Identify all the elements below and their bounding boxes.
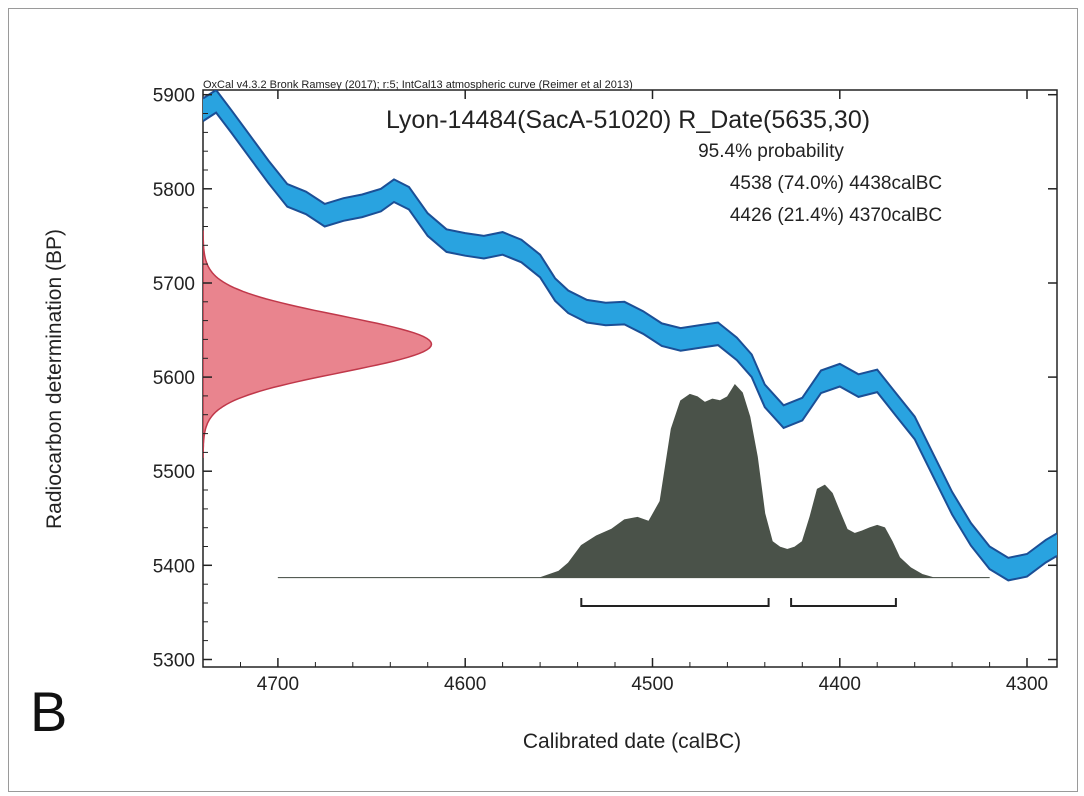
x-axis-label: Calibrated date (calBC) [523,730,741,753]
y-tick-label-5900: 5900 [153,86,195,107]
axes: 4700 4600 4500 4400 4300 5300 5400 5500 5600 5700… [153,86,1057,695]
range-text-1: 4538 (74.0%) 4438calBC [730,173,942,194]
calibration-curve-lower-edge [203,111,1057,582]
x-tick-label-4400: 4400 [819,674,861,695]
x-tick-label-4700: 4700 [257,674,299,695]
calibration-curve-upper-edge [203,90,1057,559]
data-layer [203,90,1057,582]
posterior-distribution [277,383,990,578]
range-text-2: 4426 (21.4%) 4370calBC [730,205,942,226]
calibration-curve-band [203,90,1057,581]
oxcal-header: OxCal v4.3.2 Bronk Ramsey (2017); r:5; I… [203,79,633,91]
figure-frame [8,8,1078,792]
x-tick-label-4300: 4300 [1006,674,1048,695]
y-tick-label-5800: 5800 [153,180,195,201]
panel-label: B [30,680,68,743]
y-axis-label: Radiocarbon determination (BP) [43,229,66,529]
probability-heading: 95.4% probability [698,141,844,162]
x-tick-label-4600: 4600 [444,674,486,695]
y-tick-label-5500: 5500 [153,462,195,483]
hpd-range-bars [580,598,897,607]
y-tick-label-5600: 5600 [153,368,195,389]
x-tick-label-4500: 4500 [631,674,673,695]
hpd-range-bar-1 [580,598,770,607]
hpd-range-bar-2 [790,598,897,607]
y-tick-label-5300: 5300 [153,651,195,672]
y-tick-label-5400: 5400 [153,556,195,577]
chart-title: Lyon-14484(SacA-51020) R_Date(5635,30) [386,106,870,134]
y-tick-label-5700: 5700 [153,274,195,295]
radiocarbon-distribution [203,230,433,458]
